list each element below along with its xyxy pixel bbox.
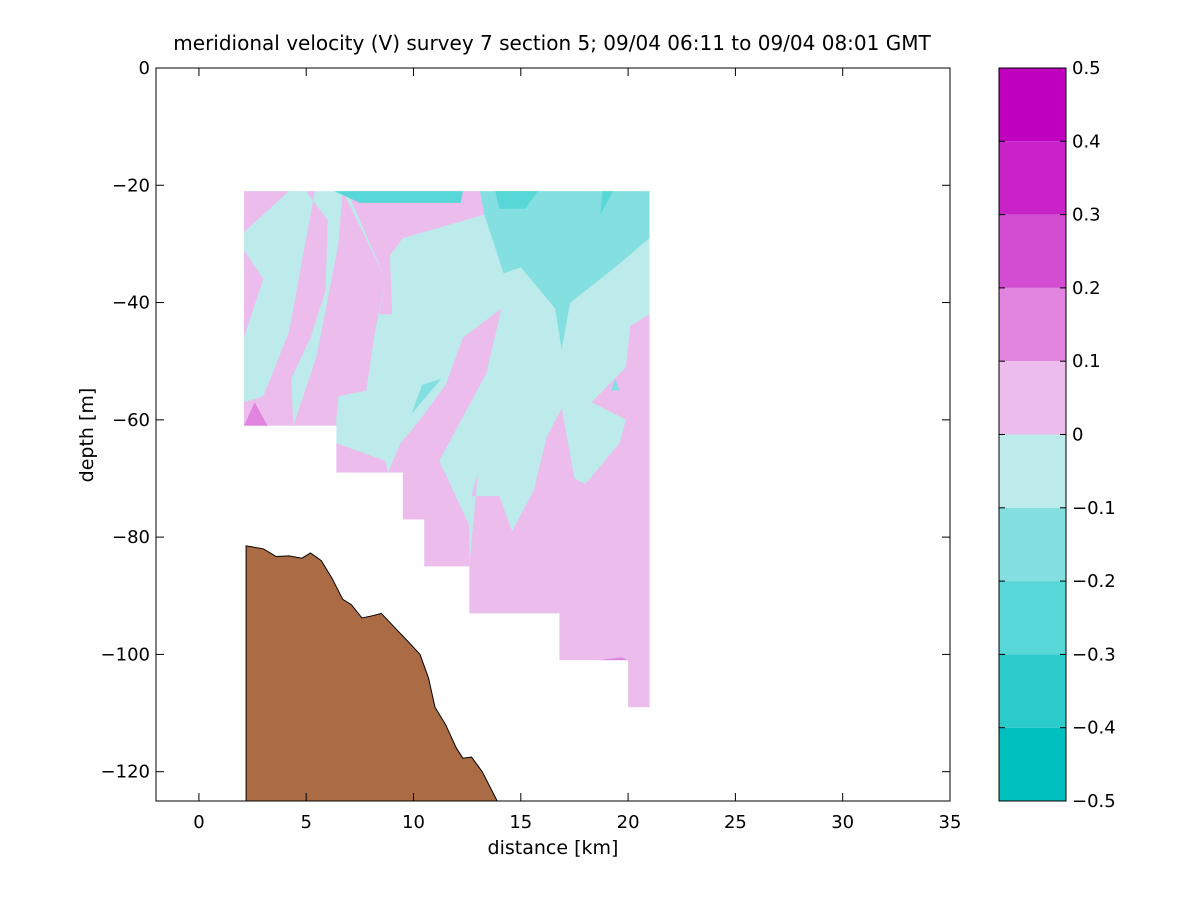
y-tick-label: −60 (112, 410, 150, 431)
x-tick-label: 20 (617, 812, 640, 833)
y-axis-label: depth [m] (76, 388, 98, 483)
contour-region (610, 378, 620, 391)
colorbar-band (999, 581, 1066, 655)
colorbar-band (999, 727, 1066, 801)
x-tick-label: 25 (724, 812, 747, 833)
colorbar-tick-label: −0.2 (1072, 571, 1116, 592)
colorbar-tick-label: 0.2 (1072, 278, 1101, 299)
colorbar-tick-label: 0.1 (1072, 351, 1101, 372)
contour-region (244, 191, 388, 473)
colorbar-tick-label: 0 (1072, 425, 1083, 446)
colorbar-tick-label: −0.3 (1072, 644, 1116, 665)
colorbar-band (999, 141, 1066, 215)
contour-region (626, 326, 641, 373)
y-tick-label: −80 (112, 527, 150, 548)
contour-region (598, 657, 629, 661)
contour-region (244, 249, 264, 338)
contour-region (347, 191, 485, 315)
colorbar-tick-label: −0.4 (1072, 718, 1116, 739)
colorbar-band (999, 507, 1066, 582)
colorbar-tick-label: −0.1 (1072, 498, 1116, 519)
axes: 0 5 10 15 20 25 30 35 0 −20 −40 −60 −80 −100 −120 (101, 58, 962, 833)
y-tick-label: −40 (112, 293, 150, 314)
contour-region (334, 191, 463, 203)
velocity-section (244, 191, 650, 708)
x-axis-label: distance [km] (488, 837, 619, 859)
colorbar-band (999, 361, 1066, 435)
plot-frame (155, 67, 951, 802)
x-tick-label: 30 (831, 812, 854, 833)
contour-region (387, 308, 502, 567)
contour-region (495, 191, 538, 209)
plot-area (244, 191, 650, 802)
colorbar-tick-label: 0.4 (1072, 131, 1101, 152)
colorbar-tick-label: 0.3 (1072, 205, 1101, 226)
x-tick-label: 35 (939, 812, 962, 833)
bathymetry (245, 545, 499, 802)
colorbar-band (999, 214, 1066, 288)
contour-region (480, 191, 650, 350)
y-tick-label: −100 (101, 644, 150, 665)
contour-region (293, 191, 386, 426)
colorbar-tick-label: −0.5 (1072, 791, 1116, 812)
colorbar: 0.5 0.4 0.3 0.2 0.1 0 −0.1 −0.2 −0.3 −0.4 −0.5 (998, 58, 1116, 812)
y-tick-label: −120 (101, 762, 150, 783)
x-tick-label: 5 (300, 812, 311, 833)
contour-region (244, 402, 268, 426)
y-tick-label: 0 (139, 58, 150, 79)
x-tick-label: 15 (509, 812, 532, 833)
contour-region (404, 378, 442, 432)
colorbar-band (999, 287, 1066, 362)
contour-region (469, 314, 650, 708)
colorbar-tick-label: 0.5 (1072, 58, 1101, 79)
x-tick-label: 10 (402, 812, 425, 833)
contour-region (244, 191, 289, 233)
colorbar-band (999, 68, 1066, 142)
y-tick-label: −20 (112, 175, 150, 196)
colorbar-band (999, 434, 1066, 508)
chart-title: meridional velocity (V) survey 7 section… (173, 31, 931, 55)
colorbar-band (999, 654, 1066, 728)
contour-region (600, 191, 614, 215)
x-tick-label: 0 (193, 812, 204, 833)
